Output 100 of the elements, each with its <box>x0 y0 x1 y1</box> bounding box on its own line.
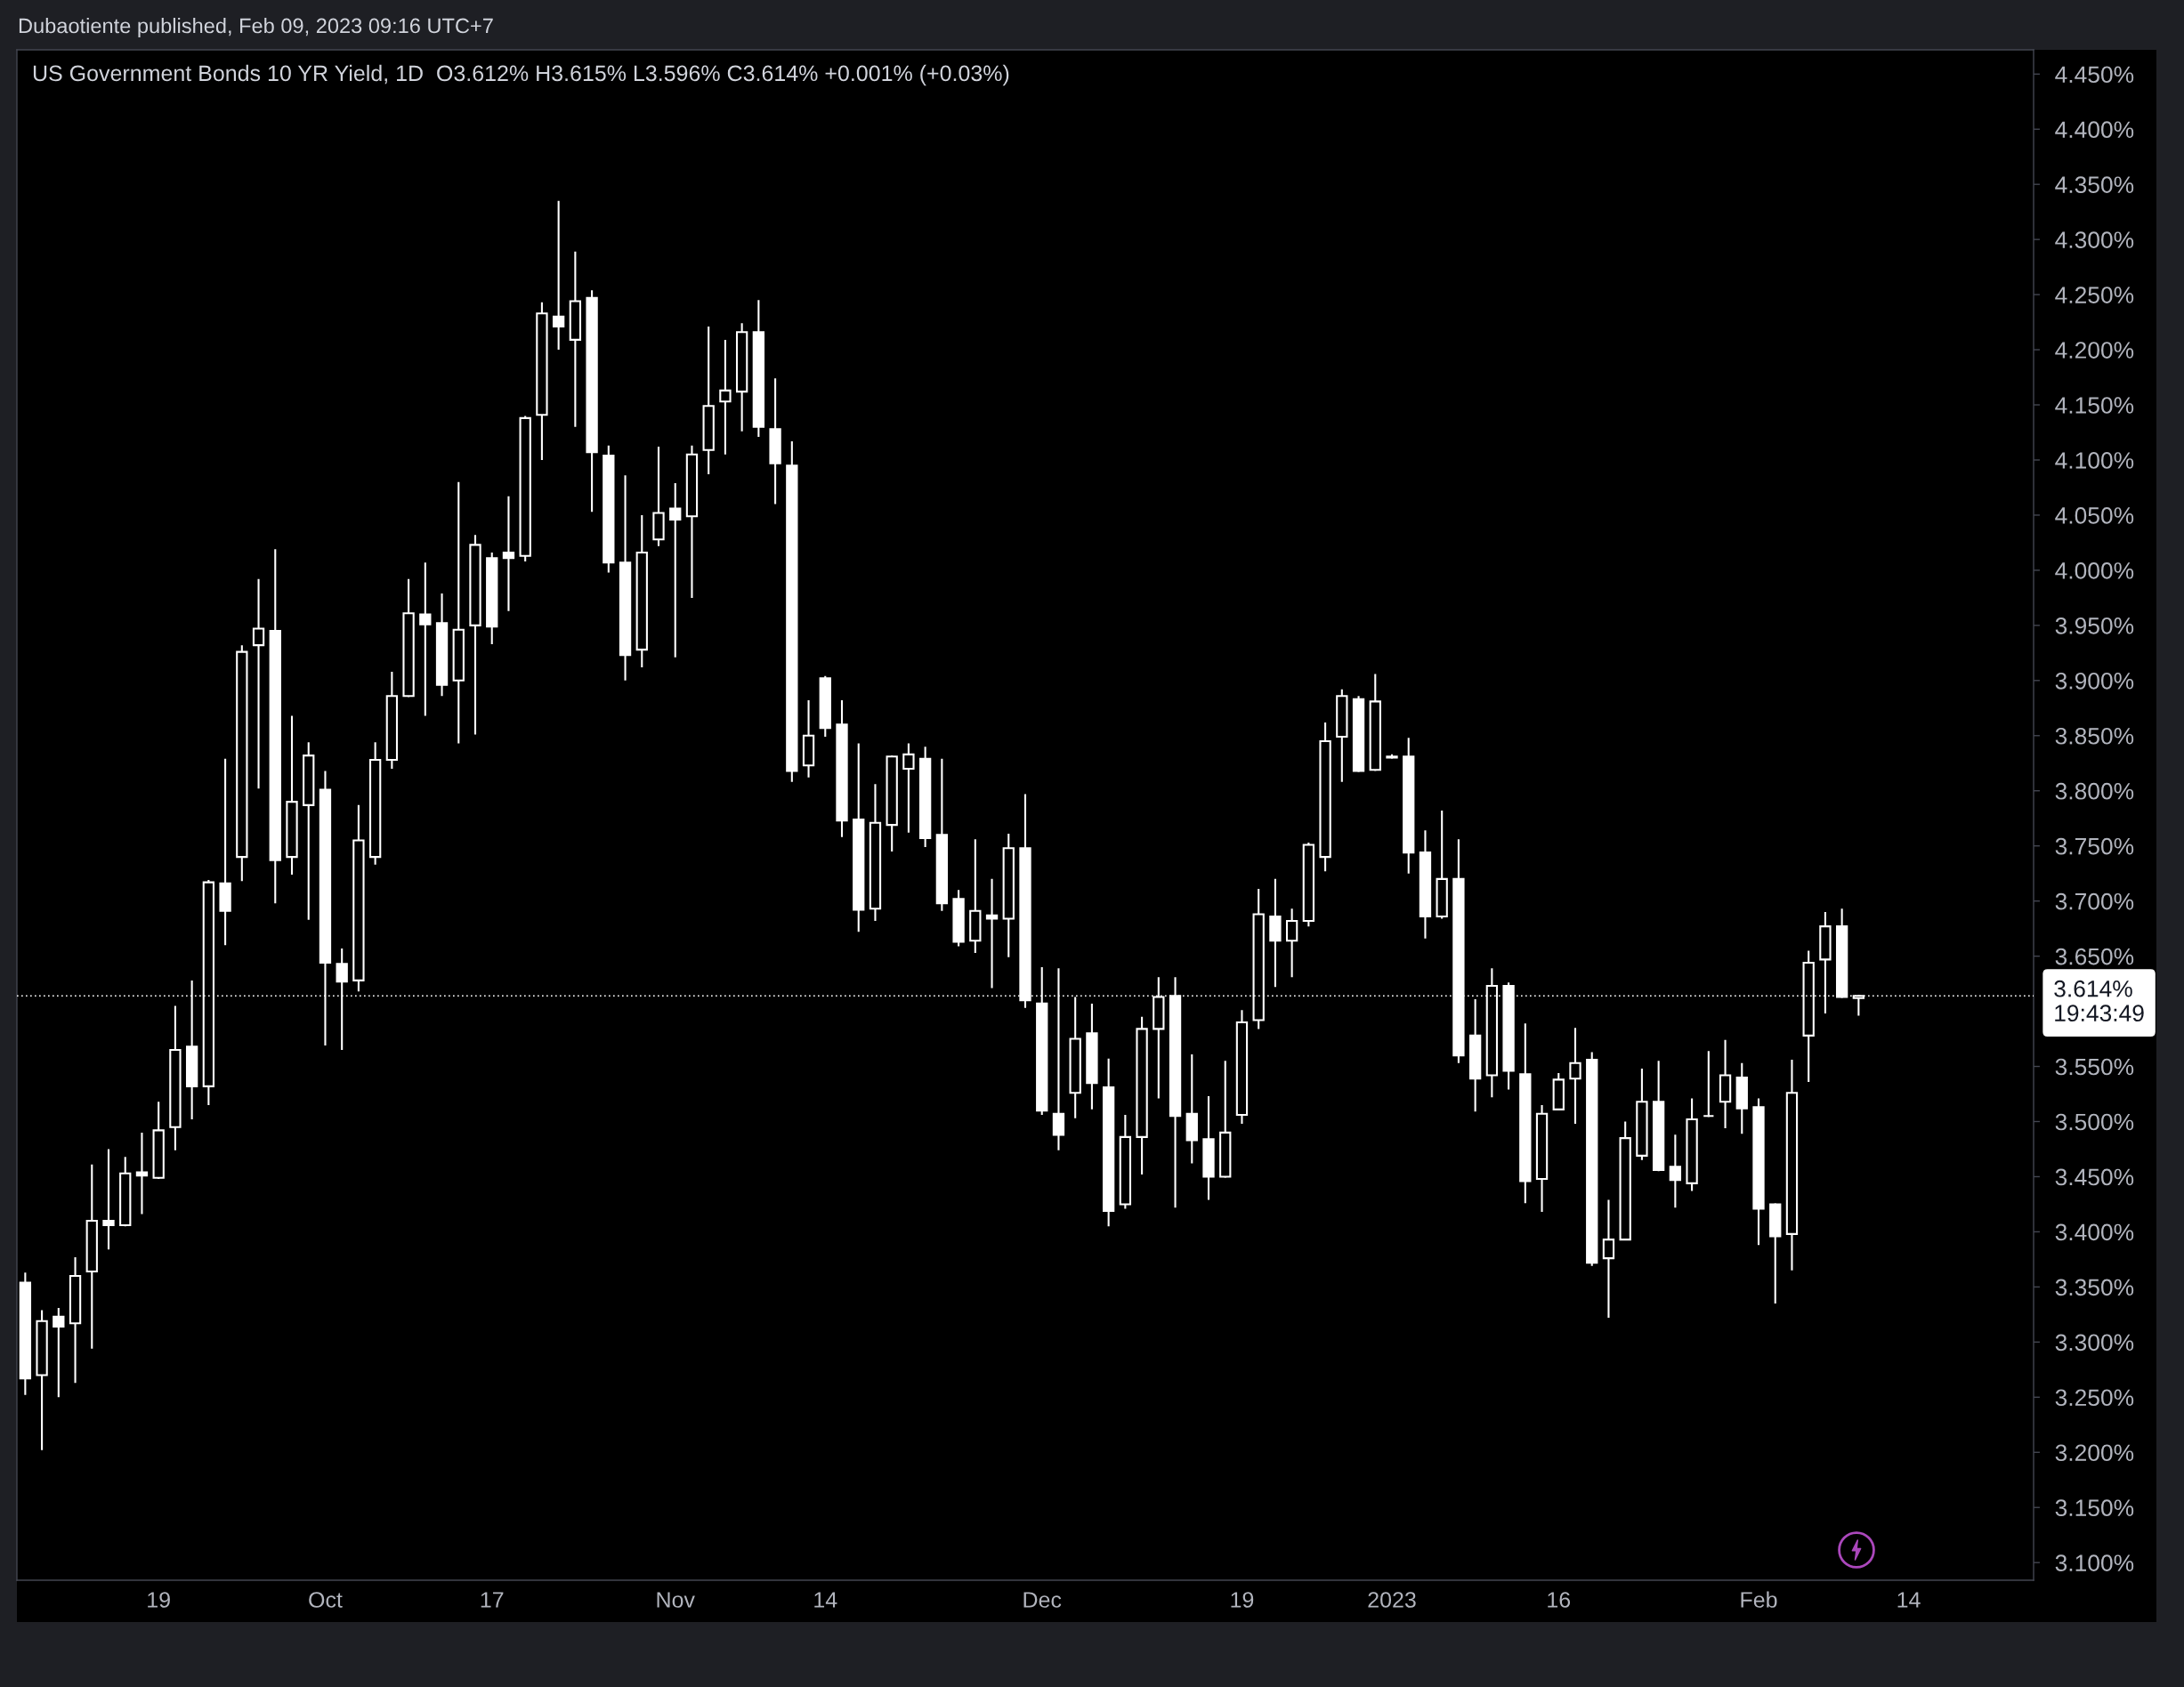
candlestick <box>1636 1067 1648 1161</box>
y-tick-label: 4.050% <box>2055 507 2134 524</box>
candlestick <box>853 742 865 933</box>
candlestick <box>419 561 432 717</box>
y-tick-label: 4.200% <box>2055 342 2134 359</box>
x-tick-label: Nov <box>657 1592 695 1608</box>
y-tick-label: 3.750% <box>2055 837 2134 855</box>
candlestick <box>918 746 932 848</box>
candlestick <box>836 699 848 838</box>
candlestick <box>402 577 415 698</box>
y-tick-label: 3.900% <box>2055 672 2134 690</box>
candlestick <box>1386 753 1398 760</box>
x-tick-label: 2023 <box>1368 1592 1416 1608</box>
x-tick-label: Feb <box>1741 1591 1777 1608</box>
x-tick-label: 19 <box>1231 1592 1254 1608</box>
candlestick <box>469 534 481 736</box>
candlestick <box>1602 1199 1615 1320</box>
candlestick <box>735 322 748 432</box>
candlestick <box>1369 673 1381 772</box>
candlestick <box>1769 1202 1782 1304</box>
text: O3.612% H3.615% L3.596% C3.614% +0.001% (+0.03%) <box>437 64 1009 86</box>
candlestick <box>886 755 898 852</box>
y-tick-label: 3.300% <box>2055 1334 2134 1352</box>
y-tick-label: 4.000% <box>2055 562 2134 579</box>
y-tick-label: 4.350% <box>2055 176 2134 193</box>
candlestick <box>869 783 882 922</box>
candlestick <box>1336 688 1348 783</box>
candlestick <box>935 757 949 912</box>
candlestick <box>985 877 999 989</box>
x-tick-label: 14 <box>814 1592 837 1608</box>
candlestick <box>786 440 798 783</box>
candlestick <box>586 289 598 513</box>
candlestick <box>619 474 632 682</box>
candlestick <box>19 1271 32 1396</box>
candlestick <box>536 301 548 462</box>
candlestick <box>1703 1050 1715 1118</box>
candlestick <box>85 1163 98 1350</box>
candlestick <box>969 838 982 954</box>
candlestick <box>1569 1027 1581 1126</box>
candlestick <box>169 1005 182 1151</box>
x-tick-label: Dec <box>1023 1592 1062 1608</box>
y-tick-label: 3.550% <box>2055 1058 2134 1076</box>
y-tick-label: 3.850% <box>2055 727 2134 745</box>
candlestick <box>435 592 449 698</box>
y-tick-label: 4.150% <box>2055 397 2134 414</box>
candlestick <box>1652 1060 1665 1173</box>
y-tick-label: 4.300% <box>2055 231 2134 248</box>
candlestick <box>36 1309 48 1451</box>
x-tick-label: 19 <box>148 1592 170 1608</box>
candlestick <box>769 377 781 505</box>
y-tick-label: 3.700% <box>2055 892 2134 910</box>
y-tick-label: 3.950% <box>2055 617 2134 634</box>
candlestick <box>368 741 382 866</box>
candlestick <box>286 714 298 876</box>
candlestick <box>269 548 281 905</box>
x-tick-label: 16 <box>1548 1592 1571 1608</box>
candlestick <box>1419 829 1432 940</box>
candlestick <box>1302 841 1315 928</box>
candlestick <box>1686 1097 1698 1192</box>
candlestick <box>603 444 615 574</box>
candlestick <box>1202 1094 1215 1201</box>
candlestick <box>502 495 515 612</box>
x-tick-label: 17 <box>481 1592 504 1608</box>
candlestick <box>385 670 399 770</box>
y-tick-label: 3.350% <box>2055 1279 2134 1296</box>
candlestick <box>1352 695 1365 773</box>
candlestick <box>486 552 498 645</box>
candlestick <box>685 444 699 599</box>
candlestick <box>1735 1061 1748 1135</box>
candlestick <box>1619 1120 1631 1242</box>
text: Dubaotiente published, Feb 09, 2023 09:16 UTC+7 <box>19 18 493 37</box>
candlestick <box>252 577 265 790</box>
candlestick <box>1136 1015 1148 1176</box>
y-tick-label: 3.500% <box>2055 1113 2134 1131</box>
y-tick-label: 3.450% <box>2055 1168 2134 1186</box>
candlestick <box>1002 833 1015 958</box>
candlestick <box>519 415 531 563</box>
y-tick-label: 3.200% <box>2055 1444 2134 1462</box>
candlestick <box>635 513 648 668</box>
candlestick <box>719 338 732 456</box>
candlestick <box>1436 810 1448 920</box>
x-tick-label: Oct <box>309 1592 343 1608</box>
candlestick <box>53 1306 65 1399</box>
candlestick <box>219 757 231 947</box>
candlestick <box>1586 1051 1598 1267</box>
candlestick <box>1069 996 1081 1119</box>
candlestick <box>1752 1097 1765 1247</box>
candlestick <box>1119 1114 1132 1210</box>
y-tick-label: 3.150% <box>2055 1499 2134 1517</box>
candlestick <box>902 742 915 834</box>
candlestick <box>669 481 682 658</box>
candlestick <box>152 1101 165 1180</box>
candlestick <box>1319 721 1331 873</box>
candlestick <box>1785 1059 1799 1271</box>
candlestick <box>1269 877 1282 989</box>
candlestick <box>1185 1053 1198 1165</box>
candlestick <box>452 480 465 745</box>
candlestick <box>1403 737 1415 875</box>
candlestick <box>352 803 365 993</box>
y-tick-label: 4.250% <box>2055 287 2134 303</box>
